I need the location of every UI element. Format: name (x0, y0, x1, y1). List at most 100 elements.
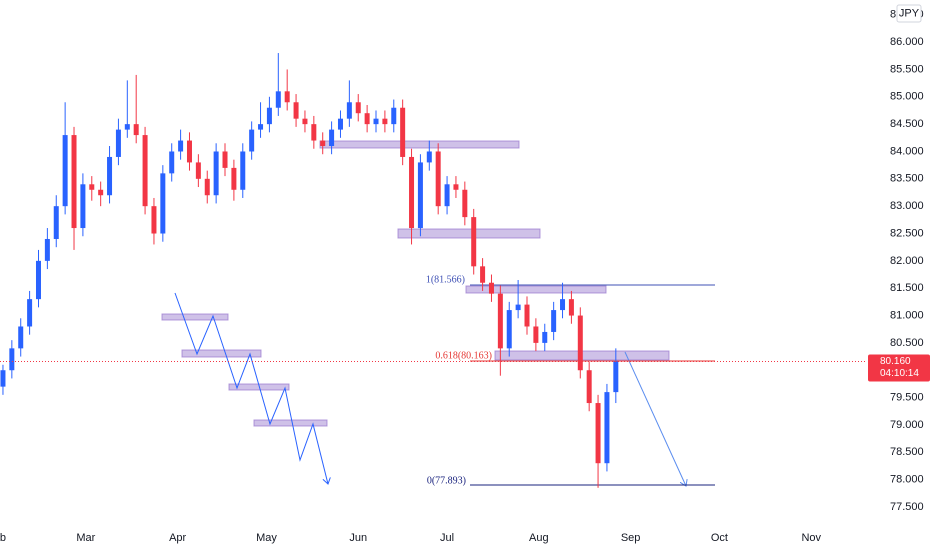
candle-body (142, 135, 148, 207)
projection-arrow (624, 351, 686, 486)
y-tick-label: 82.500 (890, 227, 924, 239)
currency-label: JPY (899, 7, 920, 19)
candle-body (444, 184, 450, 207)
price-tag-value: 80.160 (880, 356, 911, 367)
y-tick-label: 84.000 (890, 145, 924, 157)
candle-body (160, 173, 166, 234)
candle-body (284, 91, 290, 103)
candle-body (586, 370, 592, 404)
candle-body (613, 361, 619, 393)
candle-body (186, 140, 192, 163)
candle-body (27, 299, 33, 327)
zone (161, 313, 229, 321)
candle-body (35, 260, 41, 300)
y-tick-label: 82.000 (890, 255, 924, 267)
candle-body (382, 118, 388, 125)
fib-label: 1(81.566) (426, 274, 465, 285)
x-tick-label: b (0, 532, 6, 544)
y-tick-label: 80.500 (890, 337, 924, 349)
price-axis-bg (866, 0, 932, 550)
candle-body (231, 167, 237, 190)
y-tick-label: 81.500 (890, 282, 924, 294)
candle-body (204, 178, 210, 196)
candle-body (320, 140, 326, 147)
candle-body (107, 156, 113, 196)
candle-body (18, 326, 24, 349)
y-tick-label: 85.500 (890, 63, 924, 75)
candle-body (249, 129, 255, 152)
y-tick-label: 81.000 (890, 309, 924, 321)
zigzag-projection (174, 292, 328, 484)
x-tick-label: Apr (169, 532, 186, 544)
candle-body (62, 135, 68, 207)
x-tick-label: Mar (76, 532, 95, 544)
candle-body (151, 206, 157, 234)
currency-badge (896, 4, 922, 23)
candle-body (302, 118, 308, 125)
candle-body (337, 118, 343, 130)
zone (319, 140, 520, 149)
candle-body (542, 331, 548, 343)
candle-body (98, 189, 104, 196)
candle-body (222, 151, 228, 168)
x-tick-label: Jun (349, 532, 367, 544)
candle-body (506, 310, 512, 349)
fib-label: 0.618(80.163) (435, 350, 492, 361)
candle-body (178, 140, 184, 152)
candle-body (89, 184, 95, 190)
candle-body (266, 107, 272, 125)
candle-body (595, 403, 601, 464)
price-tag (868, 354, 930, 382)
candle-body (391, 107, 397, 125)
zone (253, 419, 328, 427)
candle-body (417, 162, 423, 229)
zone (181, 349, 262, 358)
candle-body (329, 129, 335, 147)
candles (0, 53, 619, 488)
candle-body (524, 304, 530, 327)
y-tick-label: 77.500 (890, 501, 924, 513)
candle-body (480, 266, 486, 283)
candle-body (400, 107, 406, 157)
fib-label: 0(77.893) (427, 475, 466, 486)
candle-body (71, 135, 77, 229)
candle-body (240, 151, 246, 190)
y-tick-label: 84.500 (890, 118, 924, 130)
candle-body (124, 124, 130, 130)
y-tick-label: 85.000 (890, 91, 924, 103)
candle-body (169, 151, 175, 174)
candle-body (346, 102, 352, 119)
candle-body (604, 392, 610, 464)
zone (397, 228, 541, 239)
candle-body (471, 217, 477, 267)
y-tick-label: 79.000 (890, 419, 924, 431)
candle-body (115, 129, 121, 157)
x-tick-label: Oct (711, 532, 728, 544)
y-tick-label: 78.500 (890, 446, 924, 458)
candle-body (9, 348, 15, 371)
candle-body (293, 102, 299, 119)
candle-body (275, 91, 281, 108)
candle-body (44, 238, 50, 261)
x-tick-label: Aug (529, 532, 549, 544)
candle-body (0, 370, 6, 387)
candle-body (133, 124, 139, 136)
candle-body (213, 151, 219, 196)
x-tick-label: Nov (801, 532, 821, 544)
candle-body (195, 162, 201, 179)
candle-body (258, 124, 264, 130)
price-tag-countdown: 04:10:14 (880, 368, 919, 379)
candle-body (409, 156, 415, 229)
y-tick-label: 79.500 (890, 391, 924, 403)
x-tick-label: Sep (621, 532, 641, 544)
candle-body (435, 151, 441, 207)
candle-body (53, 206, 59, 239)
candle-body (568, 299, 574, 316)
candle-body (533, 326, 539, 343)
y-tick-label: 83.500 (890, 173, 924, 185)
candle-body (364, 113, 370, 125)
candle-body (497, 293, 503, 349)
candle-body (426, 151, 432, 163)
